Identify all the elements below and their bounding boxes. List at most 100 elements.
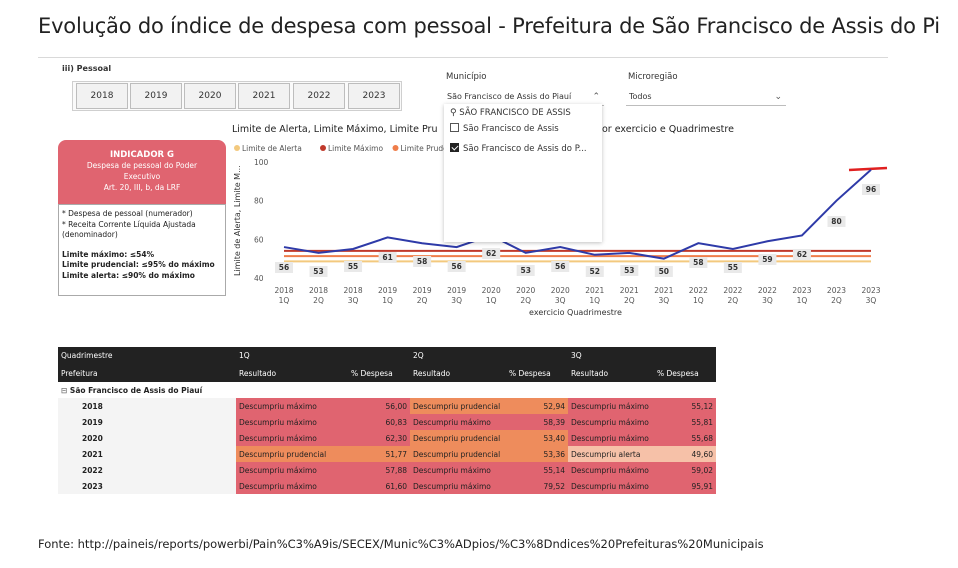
year-button-2019[interactable]: 2019 bbox=[130, 83, 182, 109]
note: * Receita Corrente Líquida Ajustada bbox=[62, 219, 196, 229]
x-tick-year: 2023 bbox=[792, 286, 811, 295]
x-tick-year: 2018 bbox=[344, 286, 363, 295]
data-label-bg bbox=[482, 248, 501, 259]
chevron-down-icon[interactable]: ⌄ bbox=[774, 92, 782, 102]
data-label-bg bbox=[413, 256, 432, 267]
data-label-bg bbox=[723, 262, 742, 273]
municipio-label: Município bbox=[446, 72, 487, 82]
table-row[interactable]: 2019 Descumpriu máximo 60,83 Descumpriu máx… bbox=[58, 414, 716, 430]
dropdown-option[interactable]: São Francisco de Assis do P... bbox=[450, 143, 587, 154]
municipio-dropdown[interactable]: ⚲ SÃO FRANCISCO DE ASSIS São Francisco d… bbox=[444, 104, 602, 242]
resultado-cell: Descumpriu máximo bbox=[568, 430, 654, 446]
resultado-cell: Descumpriu máximo bbox=[568, 478, 654, 494]
resultado-cell: Descumpriu prudencial bbox=[410, 430, 506, 446]
microregiao-select[interactable]: Todos ⌄ bbox=[626, 88, 786, 106]
dropdown-option[interactable]: São Francisco de Assis bbox=[450, 123, 559, 134]
resultado-cell: Descumpriu alerta bbox=[568, 446, 654, 462]
data-label: 56 bbox=[279, 263, 289, 272]
data-label: 53 bbox=[520, 266, 530, 275]
header-resultado[interactable]: Resultado bbox=[568, 364, 654, 382]
resultado-cell: Descumpriu máximo bbox=[236, 478, 348, 494]
header-quadrimestre: Quadrimestre bbox=[58, 347, 236, 364]
x-tick-quad: 2Q bbox=[417, 296, 428, 305]
resultado-cell: Descumpriu máximo bbox=[236, 430, 348, 446]
year-button-2022[interactable]: 2022 bbox=[293, 83, 345, 109]
header-quad-3[interactable]: 3Q bbox=[568, 347, 716, 364]
resultado-cell: Descumpriu máximo bbox=[236, 414, 348, 430]
x-tick-quad: 2Q bbox=[624, 296, 635, 305]
x-tick-quad: 1Q bbox=[279, 296, 290, 305]
table-row[interactable]: 2023 Descumpriu máximo 61,60 Descumpriu máx… bbox=[58, 478, 716, 494]
x-tick-quad: 1Q bbox=[589, 296, 600, 305]
header-despesa[interactable]: % Despesa bbox=[506, 364, 568, 382]
table-row[interactable]: 2021 Descumpriu prudencial 51,77 Descumpriu… bbox=[58, 446, 716, 462]
x-tick-quad: 2Q bbox=[831, 296, 842, 305]
x-tick-year: 2018 bbox=[309, 286, 328, 295]
data-label-bg bbox=[689, 257, 708, 268]
group-row[interactable]: ⊟ São Francisco de Assis do Piauí bbox=[58, 382, 716, 398]
municipio-selected: São Francisco de Assis do Piauí bbox=[447, 92, 572, 101]
table-row[interactable]: 2018 Descumpriu máximo 56,00 Descumpriu pru… bbox=[58, 398, 716, 414]
header-quad-1[interactable]: 1Q bbox=[236, 347, 410, 364]
x-tick-year: 2020 bbox=[516, 286, 535, 295]
x-tick-year: 2021 bbox=[654, 286, 673, 295]
chevron-up-icon[interactable]: ⌃ bbox=[592, 92, 600, 102]
despesa-cell: 60,83 bbox=[348, 414, 410, 430]
resultado-cell: Descumpriu máximo bbox=[568, 398, 654, 414]
x-tick-quad: 1Q bbox=[693, 296, 704, 305]
data-label: 55 bbox=[348, 262, 358, 271]
dropdown-search[interactable]: ⚲ SÃO FRANCISCO DE ASSIS bbox=[450, 108, 571, 118]
data-label: 53 bbox=[313, 267, 323, 276]
x-tick-quad: 3Q bbox=[762, 296, 773, 305]
checkbox-checked-icon[interactable] bbox=[450, 143, 459, 152]
year-button-2018[interactable]: 2018 bbox=[76, 83, 128, 109]
despesa-cell: 58,39 bbox=[506, 414, 568, 430]
x-tick-year: 2023 bbox=[827, 286, 846, 295]
resultado-cell: Descumpriu máximo bbox=[236, 398, 348, 414]
resultado-cell: Descumpriu máximo bbox=[410, 478, 506, 494]
collapse-icon[interactable]: ⊟ bbox=[61, 385, 68, 395]
despesa-cell: 55,12 bbox=[654, 398, 716, 414]
x-tick-year: 2019 bbox=[447, 286, 466, 295]
despesa-cell: 61,60 bbox=[348, 478, 410, 494]
despesa-cell: 56,00 bbox=[348, 398, 410, 414]
resultado-cell: Descumpriu máximo bbox=[410, 462, 506, 478]
checkbox-unchecked-icon[interactable] bbox=[450, 123, 459, 132]
table-row[interactable]: 2020 Descumpriu máximo 62,30 Descumpriu pru… bbox=[58, 430, 716, 446]
header-resultado[interactable]: Resultado bbox=[236, 364, 348, 382]
search-icon: ⚲ bbox=[450, 108, 457, 118]
year-button-2023[interactable]: 2023 bbox=[348, 83, 400, 109]
x-tick-year: 2020 bbox=[482, 286, 501, 295]
indicator-line: Executivo bbox=[123, 172, 161, 181]
data-label: 50 bbox=[659, 267, 669, 276]
header-prefeitura[interactable]: Prefeitura bbox=[58, 364, 236, 382]
header-despesa[interactable]: % Despesa bbox=[654, 364, 716, 382]
x-tick-year: 2019 bbox=[413, 286, 432, 295]
despesa-cell: 55,14 bbox=[506, 462, 568, 478]
header-quad-2[interactable]: 2Q bbox=[410, 347, 568, 364]
header-despesa[interactable]: % Despesa bbox=[348, 364, 410, 382]
x-tick-quad: 1Q bbox=[797, 296, 808, 305]
x-tick-year: 2021 bbox=[585, 286, 604, 295]
data-label: 56 bbox=[451, 262, 461, 271]
results-table: Quadrimestre 1Q 2Q 3Q Prefeitura Resulta… bbox=[58, 347, 716, 494]
despesa-cell: 59,02 bbox=[654, 462, 716, 478]
year-button-2021[interactable]: 2021 bbox=[238, 83, 290, 109]
despesa-cell: 79,52 bbox=[506, 478, 568, 494]
resultado-cell: Descumpriu máximo bbox=[410, 414, 506, 430]
resultado-cell: Descumpriu máximo bbox=[236, 462, 348, 478]
year-cell: 2020 bbox=[58, 430, 236, 446]
header-resultado[interactable]: Resultado bbox=[410, 364, 506, 382]
x-tick-quad: 3Q bbox=[658, 296, 669, 305]
data-label: 61 bbox=[382, 253, 392, 262]
dropdown-search-text: SÃO FRANCISCO DE ASSIS bbox=[459, 108, 571, 118]
data-label-bg bbox=[378, 252, 397, 263]
year-button-2020[interactable]: 2020 bbox=[184, 83, 236, 109]
y-tick-label: 100 bbox=[254, 158, 269, 167]
x-tick-quad: 1Q bbox=[382, 296, 393, 305]
x-tick-year: 2018 bbox=[274, 286, 293, 295]
option-label: São Francisco de Assis do P... bbox=[463, 144, 587, 154]
table-row[interactable]: 2022 Descumpriu máximo 57,88 Descumpriu máx… bbox=[58, 462, 716, 478]
microregiao-selected: Todos bbox=[629, 92, 652, 101]
indicator-notes: * Despesa de pessoal (numerador) * Recei… bbox=[58, 204, 226, 296]
